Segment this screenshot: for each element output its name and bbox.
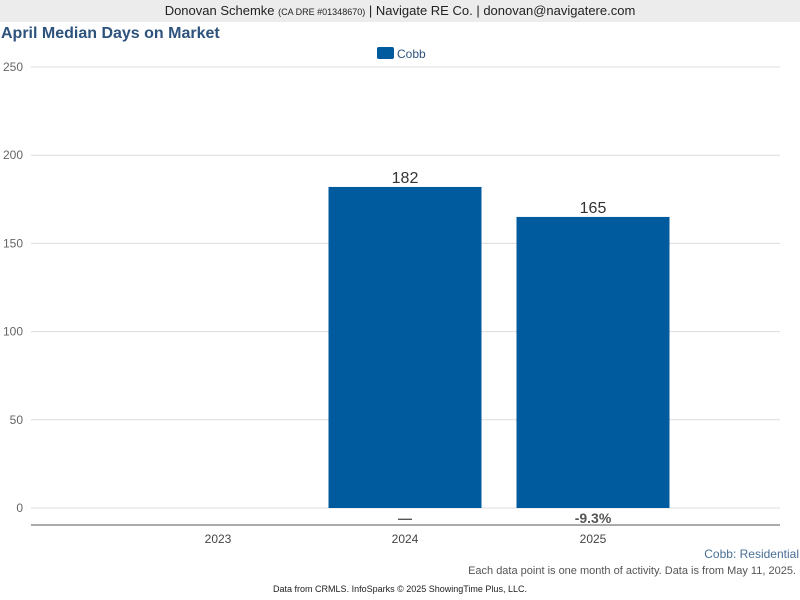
bar-2025 [516, 216, 670, 508]
subset-label: Cobb: Residential [704, 547, 799, 561]
change-label-2025: -9.3% [575, 510, 612, 526]
y-tick-label-50: 50 [10, 413, 24, 427]
data-label-2024: 182 [392, 170, 419, 187]
legend-swatch-cobb [377, 47, 394, 59]
header-separator-2: | [476, 3, 480, 18]
credit-line: Data from CRMLS. InfoSparks © 2025 Showi… [273, 584, 527, 594]
agent-dre: (CA DRE #01348670) [278, 7, 366, 17]
x-tick-label-2023: 2023 [205, 532, 232, 546]
y-tick-label-250: 250 [3, 60, 23, 74]
y-tick-label-0: 0 [16, 501, 23, 515]
data-label-2025: 165 [580, 200, 607, 217]
chart-title: April Median Days on Market [1, 25, 220, 42]
header-separator-1: | [368, 3, 373, 18]
header-bar: Donovan Schemke (CA DRE #01348670) | Nav… [0, 0, 800, 22]
x-tick-label-2024: 2024 [392, 532, 419, 546]
legend-label-cobb: Cobb [397, 47, 426, 61]
y-tick-label-200: 200 [3, 148, 23, 162]
company-name: Navigate RE Co. [375, 3, 473, 18]
agent-name: Donovan Schemke [164, 3, 275, 18]
y-tick-label-100: 100 [3, 325, 23, 339]
change-label-2024: — [398, 510, 412, 526]
y-tick-label-150: 150 [3, 236, 23, 250]
x-tick-label-2025: 2025 [580, 532, 607, 546]
footnote: Each data point is one month of activity… [468, 565, 796, 577]
agent-email[interactable]: donovan@navigatere.com [483, 3, 636, 18]
bar-2024 [328, 186, 482, 508]
